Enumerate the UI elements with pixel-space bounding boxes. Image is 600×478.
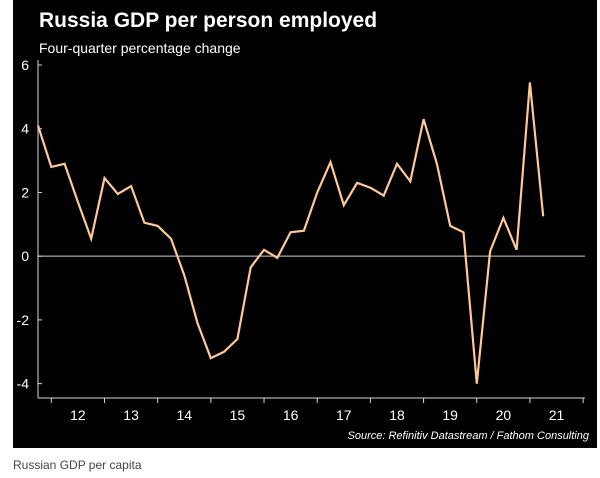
y-tick-label: 2 bbox=[21, 184, 29, 200]
x-tick-label: 17 bbox=[336, 407, 352, 423]
y-tick-label: 6 bbox=[21, 57, 29, 73]
x-tick-label: 15 bbox=[230, 407, 246, 423]
x-tick-label: 12 bbox=[70, 407, 86, 423]
chart-figure: Russia GDP per person employed Four-quar… bbox=[13, 0, 597, 448]
x-tick-label: 16 bbox=[283, 407, 299, 423]
y-tick-label: 4 bbox=[21, 121, 29, 137]
x-tick-label: 19 bbox=[442, 407, 458, 423]
y-tick-label: 0 bbox=[21, 248, 29, 264]
image-caption: Russian GDP per capita bbox=[13, 458, 142, 472]
x-tick-label: 21 bbox=[549, 407, 565, 423]
chart-subtitle: Four-quarter percentage change bbox=[39, 40, 241, 56]
x-tick-label: 18 bbox=[389, 407, 405, 423]
x-tick-label: 13 bbox=[123, 407, 139, 423]
x-tick-label: 14 bbox=[176, 407, 192, 423]
x-tick-label: 20 bbox=[496, 407, 512, 423]
series-line-0 bbox=[36, 82, 545, 384]
y-tick-label: -2 bbox=[17, 312, 30, 328]
y-tick-label: -4 bbox=[17, 376, 30, 392]
chart-source: Source: Refinitiv Datastream / Fathom Co… bbox=[347, 430, 590, 442]
chart-title: Russia GDP per person employed bbox=[39, 9, 378, 32]
